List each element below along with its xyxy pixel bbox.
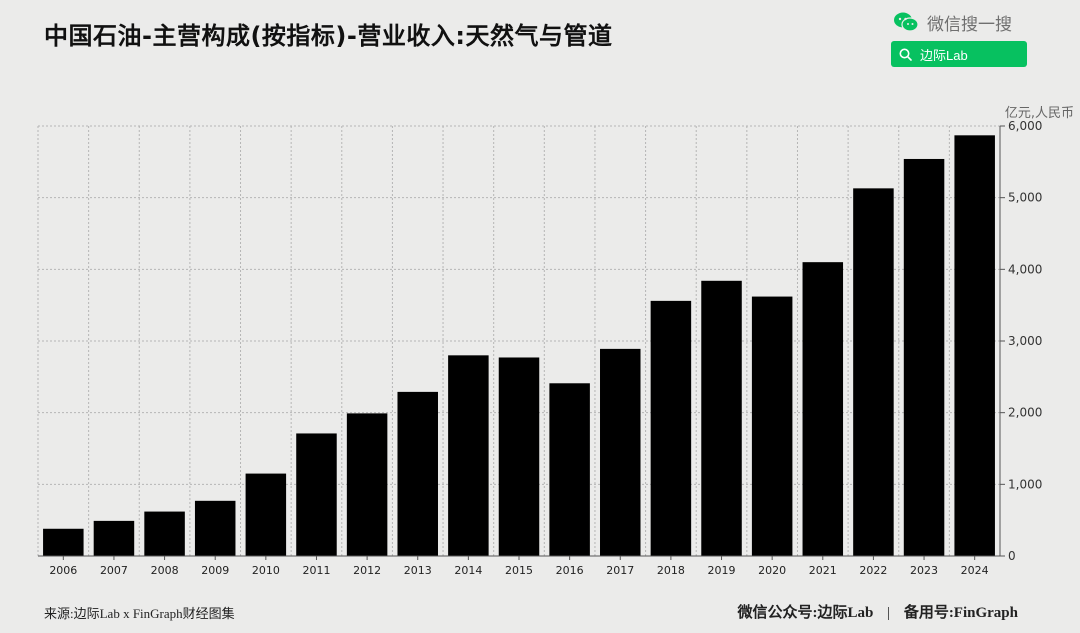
chart-title: 中国石油-主营构成(按指标)-营业收入:天然气与管道 (44, 22, 613, 50)
source-note: 来源:边际Lab x FinGraph财经图集 (44, 606, 235, 621)
y-axis-unit: 亿元,人民币 (1004, 106, 1074, 121)
x-tick-label: 2021 (809, 564, 837, 577)
bar-2008 (144, 511, 185, 556)
y-tick-label: 2,000 (1008, 406, 1042, 420)
x-tick-label: 2014 (454, 564, 482, 577)
bar-2016 (549, 383, 590, 556)
bar-2019 (701, 280, 742, 556)
x-tick-label: 2016 (556, 564, 584, 577)
y-tick-label: 3,000 (1008, 334, 1042, 348)
bar-2011 (296, 433, 337, 556)
wechat-search-brand: 微信搜一搜 (893, 10, 1012, 35)
bar-2020 (751, 296, 793, 556)
x-tick-label: 2006 (49, 564, 77, 577)
x-tick-label: 2020 (758, 564, 786, 577)
bar-2012 (346, 413, 388, 556)
bar-2006 (43, 528, 84, 556)
brand-name: 微信搜一搜 (927, 14, 1012, 35)
x-tick-label: 2019 (708, 564, 736, 577)
search-keyword: 边际Lab (920, 47, 968, 63)
footer-separator: | (887, 605, 891, 621)
y-tick-label: 6,000 (1008, 119, 1042, 133)
bar-2015 (498, 357, 540, 556)
y-tick-label: 5,000 (1008, 191, 1042, 205)
x-tick-label: 2007 (100, 564, 128, 577)
footer-account: 微信公众号:边际Lab | 备用号:FinGraph (737, 601, 1018, 622)
x-tick-label: 2011 (302, 564, 330, 577)
bar-2024 (954, 135, 995, 557)
bar-2022 (853, 188, 894, 556)
x-tick-label: 2015 (505, 564, 533, 577)
x-tick-label: 2023 (910, 564, 938, 577)
x-tick-label: 2017 (606, 564, 634, 577)
bar-2023 (903, 158, 945, 556)
bar-2014 (448, 355, 489, 556)
wechat-search-box[interactable]: 边际Lab (891, 41, 1027, 67)
y-tick-label: 4,000 (1008, 262, 1042, 276)
x-tick-label: 2010 (252, 564, 280, 577)
bar-2017 (600, 348, 641, 556)
wechat-icon (894, 12, 919, 32)
bar-2007 (93, 520, 135, 556)
x-tick-label: 2008 (151, 564, 179, 577)
wechat-account-label: 微信公众号:边际Lab (737, 605, 874, 621)
bar-2010 (245, 473, 287, 556)
y-tick-label: 0 (1008, 549, 1016, 563)
x-tick-label: 2024 (961, 564, 989, 577)
x-tick-label: 2009 (201, 564, 229, 577)
x-tick-label: 2013 (404, 564, 432, 577)
bar-2009 (194, 500, 236, 556)
search-icon (899, 48, 912, 61)
x-tick-label: 2012 (353, 564, 381, 577)
x-tick-label: 2018 (657, 564, 685, 577)
y-tick-label: 1,000 (1008, 477, 1042, 491)
x-tick-label: 2022 (859, 564, 887, 577)
bar-2021 (802, 262, 844, 556)
backup-account-label: 备用号:FinGraph (903, 605, 1018, 621)
bar-2013 (397, 391, 438, 556)
bar-2018 (650, 300, 692, 556)
